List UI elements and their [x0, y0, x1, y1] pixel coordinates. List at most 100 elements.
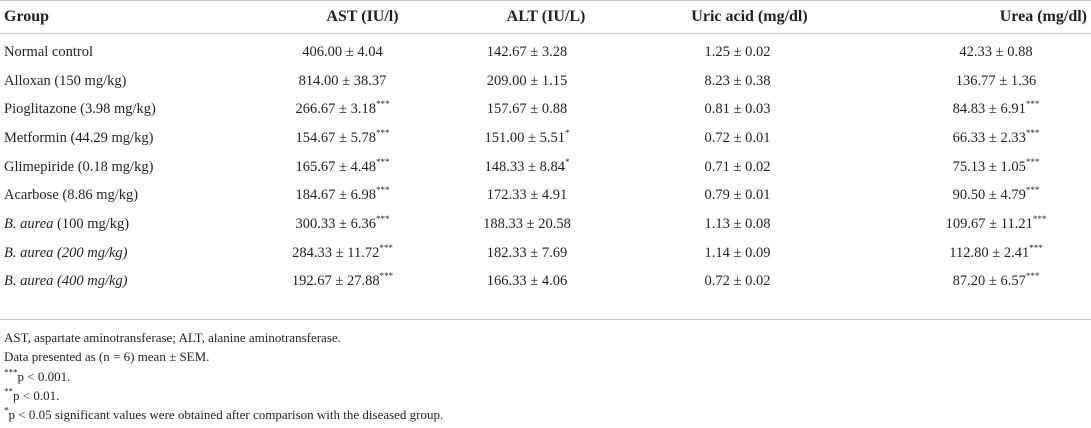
cell-alt-value: 157.67 ± 0.88 [486, 101, 568, 118]
cell-alt: 172.33 ± 4.91 [440, 181, 600, 210]
cell-ast-value: 184.67 ± 6.98 [295, 187, 376, 204]
cell-urea: 112.80 ± 2.41*** [837, 239, 1091, 268]
significance-marker: *** [375, 156, 390, 167]
significance-marker: *** [375, 128, 390, 139]
cell-urea-value: 75.13 ± 1.05 [952, 158, 1026, 175]
table-row: B. aurea (100 mg/kg) 300.33 ± 6.36*** 188.… [0, 210, 1091, 239]
significance-marker: *** [375, 185, 390, 196]
significance-marker: *** [1029, 242, 1043, 253]
cell-ast: 154.67 ± 5.78*** [205, 124, 440, 153]
cell-uric-acid: 0.71 ± 0.02 [600, 153, 837, 182]
significance-marker: *** [1025, 271, 1040, 282]
cell-uric-acid-value: 0.72 ± 0.01 [704, 129, 771, 146]
cell-group: Glimepiride (0.18 mg/kg) [0, 153, 205, 182]
significance-marker: *** [379, 242, 393, 253]
cell-alt: 142.67 ± 3.28 [440, 34, 600, 67]
cell-alt-value: 209.00 ± 1.15 [486, 72, 568, 89]
footnote-text: p < 0.01. [13, 387, 60, 403]
cell-alt: 209.00 ± 1.15 [440, 67, 600, 96]
footnote: **p < 0.01. [4, 386, 443, 405]
cell-ast: 814.00 ± 38.37 [205, 67, 440, 96]
significance-marker: *** [1032, 214, 1047, 225]
cell-group: B. aurea (100 mg/kg) [0, 210, 205, 239]
cell-uric-acid: 0.72 ± 0.02 [600, 268, 837, 303]
group-label: Acarbose (8.86 mg/kg) [4, 187, 139, 204]
significance-marker: *** [1025, 185, 1040, 196]
cell-alt: 157.67 ± 0.88 [440, 95, 600, 124]
group-label-species: B. aurea [4, 215, 54, 232]
cell-group: B. aurea (400 mg/kg) [0, 268, 205, 303]
significance-marker: * [564, 128, 570, 139]
cell-urea: 109.67 ± 11.21*** [837, 210, 1091, 239]
cell-uric-acid-value: 8.23 ± 0.38 [704, 72, 771, 89]
cell-urea-value: 112.80 ± 2.41 [949, 244, 1030, 261]
cell-uric-acid: 1.14 ± 0.09 [600, 239, 837, 268]
cell-urea: 84.83 ± 6.91*** [837, 95, 1091, 124]
cell-ast-value: 406.00 ± 4.04 [302, 43, 383, 60]
footnote: *p < 0.05 significant values were obtain… [4, 405, 443, 424]
cell-ast-value: 266.67 ± 3.18 [295, 101, 376, 118]
cell-urea: 42.33 ± 0.88 [837, 34, 1091, 67]
cell-alt-value: 188.33 ± 20.58 [483, 215, 571, 232]
cell-group: Normal control [0, 34, 205, 67]
table-body: Normal control 406.00 ± 4.04 142.67 ± 3.28… [0, 34, 1091, 303]
footnote-text: AST, aspartate aminotransferase; ALT, al… [4, 330, 341, 345]
cell-uric-acid: 0.81 ± 0.03 [600, 95, 837, 124]
table-row: Metformin (44.29 mg/kg) 154.67 ± 5.78*** 1… [0, 124, 1091, 153]
footnote-text: Data presented as (n = 6) mean ± SEM. [4, 349, 210, 365]
cell-urea: 66.33 ± 2.33*** [837, 124, 1091, 153]
cell-urea: 136.77 ± 1.36 [837, 67, 1091, 96]
cell-ast-value: 154.67 ± 5.78 [295, 129, 376, 146]
cell-alt: 148.33 ± 8.84* [440, 153, 600, 182]
cell-urea-value: 90.50 ± 4.79 [952, 187, 1026, 204]
cell-alt-value: 172.33 ± 4.91 [486, 187, 568, 204]
cell-ast-value: 814.00 ± 38.37 [298, 72, 387, 89]
cell-ast: 184.67 ± 6.98*** [205, 181, 440, 210]
footnote-marker: ** [4, 386, 13, 397]
group-label-species: B. aurea (400 mg/kg) [4, 273, 128, 290]
cell-urea-value: 66.33 ± 2.33 [952, 129, 1026, 146]
cell-ast: 266.67 ± 3.18*** [205, 95, 440, 124]
significance-marker: *** [379, 271, 394, 282]
group-label: Glimepiride (0.18 mg/kg) [4, 158, 154, 175]
cell-alt-value: 148.33 ± 8.84 [484, 158, 565, 175]
header-urea: Urea (mg/dl) [837, 0, 1091, 34]
cell-urea-value: 42.33 ± 0.88 [959, 43, 1033, 60]
cell-uric-acid-value: 1.14 ± 0.09 [704, 244, 771, 261]
header-group: Group [0, 0, 205, 34]
cell-group: Metformin (44.29 mg/kg) [0, 124, 205, 153]
cell-uric-acid-value: 0.72 ± 0.02 [704, 273, 771, 290]
group-label: Normal control [4, 43, 93, 60]
cell-ast-value: 192.67 ± 27.88 [291, 273, 380, 290]
cell-alt: 166.33 ± 4.06 [440, 268, 600, 303]
cell-urea: 87.20 ± 6.57*** [837, 268, 1091, 303]
significance-marker: *** [1025, 99, 1040, 110]
table-row: Pioglitazone (3.98 mg/kg) 266.67 ± 3.18**… [0, 95, 1091, 124]
cell-urea-value: 87.20 ± 6.57 [952, 273, 1026, 290]
header-uric-acid: Uric acid (mg/dl) [600, 0, 837, 34]
footnote: Data presented as (n = 6) mean ± SEM. [4, 347, 443, 366]
cell-ast-value: 300.33 ± 6.36 [295, 215, 376, 232]
cell-alt: 151.00 ± 5.51* [440, 124, 600, 153]
cell-uric-acid-value: 0.71 ± 0.02 [704, 158, 771, 175]
table-row: Glimepiride (0.18 mg/kg) 165.67 ± 4.48***… [0, 153, 1091, 182]
cell-alt-value: 142.67 ± 3.28 [486, 43, 568, 60]
cell-group: Alloxan (150 mg/kg) [0, 67, 205, 96]
significance-marker: *** [1025, 128, 1040, 139]
header-ast: AST (IU/l) [205, 0, 440, 34]
cell-ast-value: 284.33 ± 11.72 [292, 244, 380, 261]
table-row: Normal control 406.00 ± 4.04 142.67 ± 3.28… [0, 34, 1091, 67]
table-row: B. aurea (200 mg/kg) 284.33 ± 11.72*** 182… [0, 239, 1091, 268]
table-row: B. aurea (400 mg/kg) 192.67 ± 27.88*** 166… [0, 268, 1091, 303]
group-label: Pioglitazone (3.98 mg/kg) [4, 101, 156, 118]
cell-alt-value: 166.33 ± 4.06 [486, 273, 568, 290]
footnote-text: p < 0.001. [17, 368, 71, 384]
cell-ast: 165.67 ± 4.48*** [205, 153, 440, 182]
cell-ast: 192.67 ± 27.88*** [205, 268, 440, 303]
cell-group: Pioglitazone (3.98 mg/kg) [0, 95, 205, 124]
significance-marker: *** [375, 99, 390, 110]
cell-urea-value: 136.77 ± 1.36 [955, 72, 1037, 89]
cell-uric-acid-value: 1.25 ± 0.02 [704, 43, 771, 60]
significance-marker: *** [375, 214, 390, 225]
